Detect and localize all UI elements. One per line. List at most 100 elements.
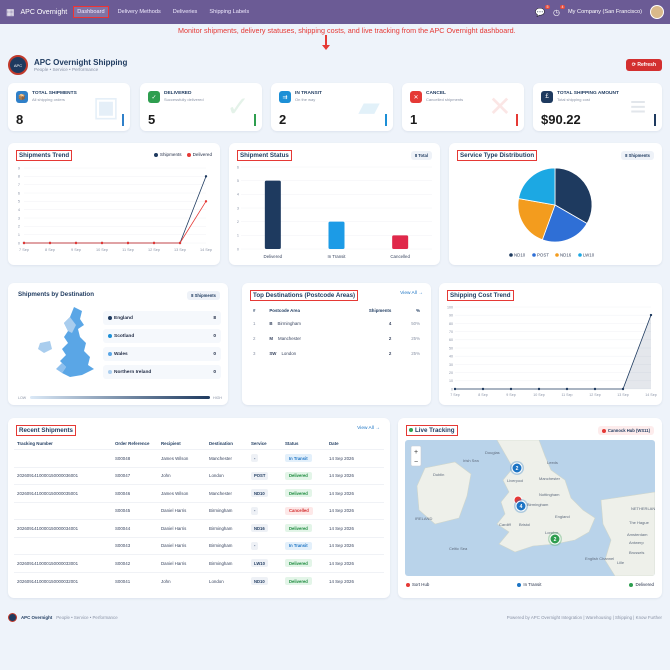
region-count: 0 [213,369,216,375]
recent-shipments-card: Recent Shipments View All → Tracking Num… [8,418,390,598]
trend-xtick: 8 Sep [45,248,55,252]
cost-xtick: 12 Sep [589,393,600,397]
map-label: English Channel [585,556,614,561]
top-destinations-title: Top Destinations (Postcode Areas) [250,290,359,301]
top-destination-row[interactable]: 1 B Birmingham 4 50% [250,316,423,331]
legend-shipments[interactable]: Shipments [153,152,182,157]
shipment-row[interactable]: 2026091410000150000033001 S00042 Daniel Ha… [14,554,384,572]
destination-cell: Birmingham [206,554,248,572]
status-ytick: 2 [237,220,239,224]
nav-deliveries[interactable]: Deliveries [172,9,198,15]
company-switcher[interactable]: My Company (San Francisco) [568,9,642,15]
order-reference-cell[interactable]: S00043 [112,536,158,555]
kpi-card-2[interactable]: ⇉ IN TRANSIT On the way 2 ▰ [271,83,393,131]
top-destination-row[interactable]: 2 M Manchester 2 25% [250,331,423,346]
legend-delivered: Delivered [629,582,654,587]
destination-pill: 8 Shipments [187,291,220,300]
top-destinations-view-all[interactable]: View All → [400,291,423,296]
shipment-row[interactable]: 2026091410000150000035001 S00046 James Wil… [14,484,384,502]
shipment-row[interactable]: 2026091410000150000034001 S00044 Daniel Ha… [14,519,384,537]
trend-ytick: 2 [18,225,20,229]
shipment-row[interactable]: 2026091410000150000036001 S00047 John Londo… [14,466,384,485]
top-navbar: ▦ APC Overnight Dashboard Delivery Metho… [0,0,670,24]
nav-shipping-labels[interactable]: Shipping Labels [209,9,250,15]
cost-ytick: 10 [449,379,453,383]
service-badge: - [251,541,259,550]
trend-xtick: 12 Sep [148,248,160,252]
cost-point [537,387,541,391]
nav-delivery-methods[interactable]: Delivery Methods [117,9,161,15]
shipment-status-card: Shipment Status 8 Total 0 1 2 3 4 5 6 Delivered… [229,143,440,265]
map-label: Bristol [519,522,530,527]
apc-logo: APC [8,55,28,75]
kpi-accent-bar-2 [385,114,387,126]
status-cell: Delivered [282,484,326,502]
shipment-row[interactable]: S00043 Daniel Harris Birmingham - In Transit… [14,536,384,555]
rank-cell: 2 [253,336,256,341]
order-reference-cell[interactable]: S00045 [112,501,158,520]
service-count-pill: 8 Shipments [621,151,654,160]
shipment-row[interactable]: S00048 James Wilson Manchester - In Transit 1… [14,449,384,467]
order-reference-cell[interactable]: S00047 [112,466,158,485]
status-badge: Delivered [285,489,312,498]
col-rank: # [253,308,256,313]
map-label: Liverpool [507,478,523,483]
col-order-reference: Order Reference [115,441,150,446]
legend-delivered[interactable]: Delivered [186,152,212,157]
destination-row-1[interactable]: Scotland 0 [103,329,221,343]
map-cluster-count: 4 [520,504,523,510]
destination-cell: London [206,466,248,485]
order-reference-cell[interactable]: S00044 [112,519,158,537]
chat-count: 5 [545,4,551,9]
tracking-number-cell [14,536,112,555]
live-tracking-map[interactable]: Douglas Leeds Irish Sea Dublin Liverpool Manc… [405,440,655,576]
activity-clock-icon[interactable]: ◷ 4 [553,4,566,17]
kpi-card-1[interactable]: ✓ DELIVERED Successfully delivered 5 ✓ [140,83,262,131]
kpi-icon-2: ⇉ [279,91,291,103]
recent-view-all[interactable]: View All → [357,426,380,431]
trend-ytick: 6 [18,191,20,195]
percent-cell: 25% [411,336,420,341]
delivered-dot-icon [629,582,634,587]
map-ireland [416,461,472,525]
status-ytick: 4 [237,193,239,197]
kpi-card-4[interactable]: £ TOTAL SHIPPING AMOUNT Total shipping cos… [533,83,662,131]
kpi-card-3[interactable]: ✕ CANCEL Cancelled shipments 1 ✕ [402,83,524,131]
in-transit-dot-icon [517,582,522,587]
status-cell: Delivered [282,519,326,537]
kpi-card-0[interactable]: 📦 TOTAL SHIPMENTS All shipping orders 8 ▣ [8,83,130,131]
order-reference-cell[interactable]: S00042 [112,554,158,572]
order-reference-cell[interactable]: S00041 [112,571,158,590]
kpi-value-0: 8 [16,112,24,127]
destination-row-2[interactable]: Wales 0 [103,347,221,361]
shipment-row[interactable]: 2026091410000150000032001 S00041 John Londo… [14,571,384,590]
order-reference-cell[interactable]: S00048 [112,449,158,467]
postcode-area: London [281,351,297,356]
kpi-title-3: CANCEL [426,91,446,96]
shipment-row[interactable]: S00045 Daniel Harris Birmingham - Cancelled 1… [14,501,384,520]
cost-ytick: 40 [449,355,453,359]
order-reference-cell[interactable]: S00046 [112,484,158,502]
cost-ytick: 90 [449,314,453,318]
destination-row-3[interactable]: Northern Ireland 0 [103,365,221,379]
refresh-button[interactable]: ⟳ Refresh [625,59,662,71]
pie-slice-lw10 [518,167,556,206]
date-cell: 14 Sep 2026 [326,571,384,590]
kpi-title-1: DELIVERED [164,91,192,96]
top-destination-row[interactable]: 3 SW London 2 25% [250,346,423,361]
app-name[interactable]: APC Overnight [20,8,68,16]
footer-logo [8,613,17,622]
service-cell: - [248,536,282,555]
shipments-cell: 2 [388,351,392,356]
status-badge: In Transit [285,454,312,463]
user-avatar[interactable] [650,5,664,19]
cost-xtick: 14 Sep [645,393,656,397]
chat-icon[interactable]: 💬 5 [535,4,551,17]
destination-row-0[interactable]: England 8 [103,311,221,325]
trend-ytick: 5 [18,200,20,204]
nav-dashboard[interactable]: Dashboard [73,6,109,18]
apps-grid-icon[interactable]: ▦ [6,6,15,17]
cost-point [509,387,513,391]
footer: APC Overnight People • Service • Perform… [8,613,662,622]
tracking-number-cell [14,449,112,467]
